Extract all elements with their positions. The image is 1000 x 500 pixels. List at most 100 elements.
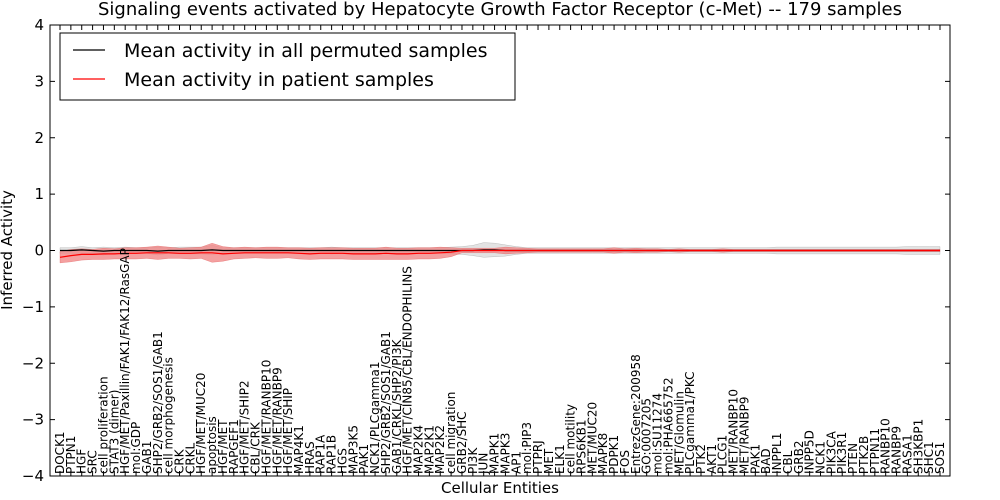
y-tick-label: 0 [34, 242, 44, 260]
y-tick-label: −4 [22, 467, 44, 485]
x-tick-label: SHC1 [922, 441, 936, 474]
x-tick-label: PLCG1 [716, 435, 730, 474]
x-tick-label: MAP2K1 [422, 425, 436, 474]
legend-label-patient: Mean activity in patient samples [124, 69, 434, 91]
x-tick-label: PAK1 [748, 444, 762, 474]
x-tick-label: RAP1A [314, 434, 328, 474]
x-tick-label: MAPK3 [498, 433, 512, 474]
x-tick-label: HGF/MET/SHIP2 [238, 380, 252, 474]
x-tick-label: HGF/MET/RANBP10 [259, 360, 273, 474]
x-tick-label: HGS [336, 448, 350, 474]
x-tick-label: HGF/MET/SHIP [281, 388, 295, 474]
x-tick-label: HGF/MET/Paxillin/FAK1/FAK12/RasGAP [118, 248, 132, 474]
x-tick-label: MAP3K5 [346, 425, 360, 474]
x-tick-label: ELK1 [553, 444, 567, 474]
lines-layer [59, 249, 940, 258]
y-axis-label: Inferred Activity [0, 190, 16, 310]
x-tick-label: mol:SU11274 [651, 393, 665, 474]
x-tick-label: RASA1 [900, 434, 914, 474]
x-tick-label: PTPRJ [531, 440, 545, 474]
legend-label-permuted: Mean activity in all permuted samples [124, 40, 487, 62]
x-tick-label: MET/RANBP9 [737, 397, 751, 474]
x-tick-label: PDPK1 [607, 435, 621, 474]
x-tick-label: mol:GDP [129, 422, 143, 474]
x-tick-label: PTPN11 [868, 428, 882, 474]
band-patient [59, 242, 941, 264]
x-axis-label: Cellular Entities [441, 479, 559, 497]
x-tick-label: RAPGEF1 [227, 419, 241, 474]
x-tick-label: FOS [618, 450, 632, 474]
x-tick-label: AKT1 [705, 444, 719, 474]
y-tick-label: 2 [34, 129, 44, 147]
x-tick-label: cell morphogenesis [162, 357, 176, 474]
x-tick-label: PTK2B [857, 436, 871, 474]
x-tick-label: NCK1/PLCgamma1 [368, 361, 382, 474]
x-tick-label: GAB1/CRKL/SHP2/PI3K [390, 338, 404, 474]
x-tick-label: mol:PIP3 [520, 422, 534, 474]
x-tick-label: HGF/MET/CIN85/CBL/ENDOPHILINS [401, 266, 415, 474]
x-tick-label: STAT3 (dimer) [107, 390, 121, 474]
x-tick-label: GO:0007205 [640, 398, 654, 474]
chart-title: Signaling events activated by Hepatocyte… [98, 0, 902, 20]
x-tick-label: PAK1 [357, 444, 371, 474]
x-tick-label: SOS1 [933, 442, 947, 474]
x-tick-label: RAP1B [325, 435, 339, 474]
x-tick-label: PTEN [846, 443, 860, 474]
plot-area [49, 24, 951, 477]
x-tick-label: INPPL1 [770, 433, 784, 474]
x-tick-label: MAP4K1 [292, 425, 306, 474]
x-tick-label: cell motility [564, 404, 578, 474]
x-tick-label: CRKL [183, 442, 197, 474]
x-tick-label: CRK [173, 448, 187, 474]
x-tick-label: EntrezGene:200958 [629, 354, 643, 474]
x-tick-label: PIK3R1 [835, 432, 849, 474]
x-tick-label: MET/Glomulin [672, 391, 686, 474]
y-tick-label: 3 [34, 72, 44, 90]
x-tick-label: MET [542, 448, 556, 474]
x-tick-label: HGF/MET/MUC20 [194, 373, 208, 474]
x-tick-label: PIK3CA [824, 430, 838, 474]
x-tick-label: INPP5D [803, 430, 817, 474]
x-tick-label: GRB2/SHC [455, 411, 469, 474]
y-axis-ticks: −4 −3 −2 −1 0 1 2 3 4 [22, 16, 950, 485]
x-tick-label: SH3KBP1 [911, 419, 925, 474]
x-tick-label: mol:PHA665752 [661, 377, 675, 474]
x-tick-label: PLCgamma1/PKC [683, 371, 697, 474]
legend-box [59, 32, 516, 101]
x-tick-label: GRB2 [792, 441, 806, 475]
x-tick-label: SRC [86, 450, 100, 474]
legend: Mean activity in all permuted samples Me… [59, 32, 516, 101]
y-tick-label: 1 [34, 185, 44, 203]
x-tick-label: AP1 [509, 451, 523, 474]
x-tick-label: cell migration [444, 392, 458, 474]
y-tick-label: −3 [22, 411, 44, 429]
x-tick-label: MAPK8 [596, 433, 610, 474]
x-tick-label: MET/MUC20 [585, 402, 599, 474]
x-tick-label: CBL/CRK [249, 421, 263, 474]
x-tick-label: SHP2/GRB2/SOS1/GAB1 [151, 331, 165, 474]
x-tick-label: MAP2K4 [412, 425, 426, 474]
x-tick-label: RANBP9 [890, 426, 904, 474]
line-patient [59, 249, 940, 258]
x-tick-label: HGF [75, 449, 89, 474]
x-tick-label: DOCK1 [53, 431, 67, 474]
x-tick-label: HRAS [303, 441, 317, 474]
x-tick-label: PTK2 [694, 444, 708, 474]
x-tick-label: HGF/MET [216, 419, 230, 474]
x-tick-label: HGF/MET/RANBP9 [270, 367, 284, 474]
x-tick-label: GAB1 [140, 441, 154, 474]
x-tick-label: RPS6KB1 [575, 419, 589, 474]
x-tick-label: NCK1 [814, 441, 828, 474]
x-tick-label: cell proliferation [97, 376, 111, 474]
x-tick-label: MET/RANBP10 [727, 389, 741, 474]
x-tick-label: SHP2/GRB2/SOS1/GAB1 [379, 331, 393, 474]
y-tick-label: −2 [22, 354, 44, 372]
y-tick-label: −1 [22, 298, 44, 316]
x-tick-label: JUN [477, 453, 491, 475]
y-tick-label: 4 [34, 16, 44, 34]
x-tick-label: MAPK1 [488, 433, 502, 474]
x-tick-label: MAP2K2 [433, 425, 447, 474]
x-tick-label: CBL [781, 450, 795, 474]
